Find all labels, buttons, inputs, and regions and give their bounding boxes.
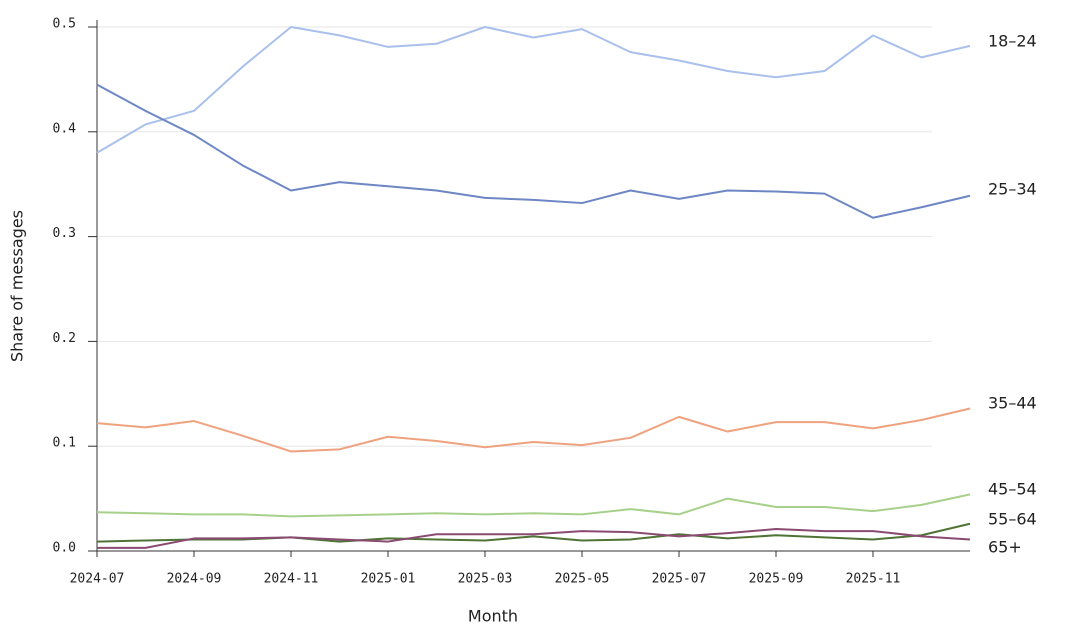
series-label: 25–34 <box>988 180 1037 199</box>
y-tick-label: 0.4 <box>53 121 77 136</box>
x-tick-label: 2025-11 <box>846 572 901 587</box>
y-tick-label: 0.3 <box>53 226 76 241</box>
series-line <box>96 26 971 154</box>
series-label: 45–54 <box>988 480 1037 499</box>
series-line <box>96 407 971 453</box>
x-tick-label: 2025-03 <box>458 572 513 587</box>
x-tick-label: 2024-11 <box>264 572 319 587</box>
y-axis-label: Share of messages <box>8 210 27 362</box>
series-line <box>97 527 971 549</box>
x-tick-label: 2025-01 <box>361 572 416 587</box>
series-label: 18–24 <box>988 32 1037 51</box>
y-tick-label: 0.5 <box>53 17 76 32</box>
y-tick-label: 0.0 <box>53 541 76 556</box>
y-tick-label: 0.1 <box>53 436 76 451</box>
x-tick-label: 2024-09 <box>167 572 222 587</box>
series-label: 35–44 <box>988 394 1037 413</box>
series-label: 55–64 <box>988 510 1037 529</box>
x-tick-label: 2024-07 <box>70 572 125 587</box>
series-line <box>96 83 971 219</box>
series-line <box>96 522 971 543</box>
x-tick-label: 2025-05 <box>555 572 610 587</box>
y-tick-label: 0.2 <box>53 331 76 346</box>
x-tick-label: 2025-09 <box>749 572 804 587</box>
series-line <box>96 493 971 518</box>
x-axis-label: Month <box>468 607 518 626</box>
x-tick-label: 2025-07 <box>652 572 707 587</box>
series-label: 65+ <box>988 538 1022 557</box>
